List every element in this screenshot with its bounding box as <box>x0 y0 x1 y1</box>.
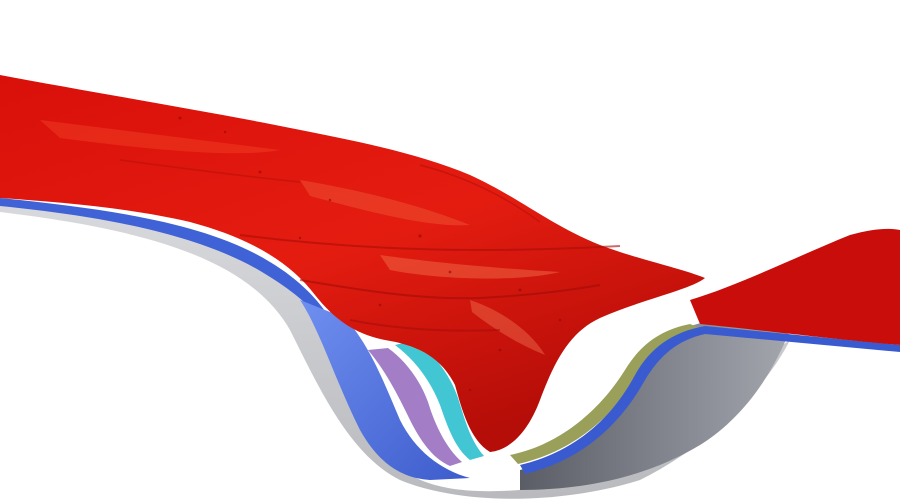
layer-purple <box>368 348 462 466</box>
surface-ridge-2 <box>299 279 601 300</box>
surface-ridge-5 <box>419 164 541 223</box>
surface-highlight-3 <box>380 255 560 279</box>
layer-olive <box>510 324 700 464</box>
surface-highlight-4 <box>470 300 545 355</box>
surface-ridge-4 <box>119 159 301 183</box>
base-gray-block <box>520 318 790 490</box>
surface-highlight-2 <box>300 180 470 226</box>
far-ridge-right <box>690 228 900 345</box>
surface-ridge-1 <box>239 234 621 252</box>
underside-blue-strip-right <box>520 326 900 474</box>
surface-highlight-1 <box>40 120 280 154</box>
surface-ridge-3 <box>349 319 501 332</box>
surface-speckles <box>178 116 562 392</box>
terrain-top-surface <box>0 75 705 452</box>
underside-blue-strip-left <box>0 198 330 326</box>
channel-wall-blue <box>300 300 470 480</box>
layer-cyan <box>395 340 484 460</box>
